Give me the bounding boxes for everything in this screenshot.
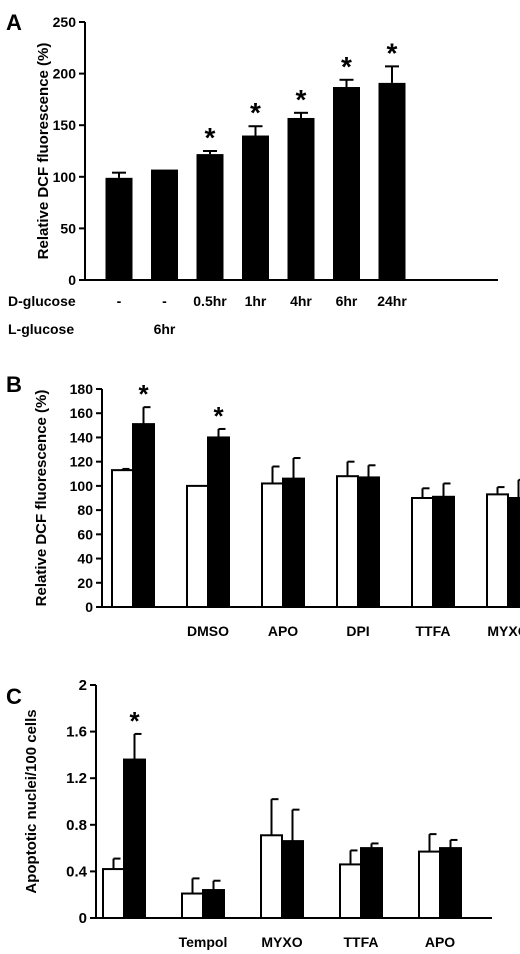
panel-a-bar bbox=[151, 169, 178, 280]
panel-c-open-bar bbox=[339, 863, 362, 919]
panel-a-significance-marker: * bbox=[205, 122, 216, 153]
panel-a-y-tick-label: 100 bbox=[53, 169, 77, 185]
panel-b-open-bar bbox=[186, 484, 209, 608]
panel-a-bar bbox=[242, 135, 269, 280]
panel-b-y-tick-label: 140 bbox=[70, 429, 94, 445]
panel-c-open-bar bbox=[418, 850, 441, 919]
panel-b-y-tick-label: 0 bbox=[85, 599, 93, 615]
panel-a-y-tick-label: 0 bbox=[68, 272, 76, 288]
panel-c-open-bar bbox=[181, 892, 204, 919]
panel-b-y-tick-label: 160 bbox=[70, 405, 94, 421]
panel-c-category-label: APO bbox=[425, 934, 455, 950]
panel-c-filled-bar bbox=[360, 847, 383, 919]
panel-a-significance-marker: * bbox=[341, 51, 352, 82]
panel-b-letter: B bbox=[6, 372, 22, 397]
panel-a-d-glucose-label: 1hr bbox=[245, 293, 267, 309]
panel-b-filled-bar bbox=[207, 436, 230, 609]
panel-c-significance-marker: * bbox=[129, 706, 140, 736]
panel-b-y-tick-label: 20 bbox=[77, 575, 93, 591]
panel-a-d-glucose-label: - bbox=[117, 293, 122, 309]
panel-b-y-tick-label: 80 bbox=[77, 502, 93, 518]
panel-c-letter: C bbox=[6, 684, 22, 709]
panel-c-y-tick-label: 0.8 bbox=[66, 817, 87, 834]
panel-b-filled-bar bbox=[432, 495, 455, 608]
panel-b-y-tick-label: 100 bbox=[70, 478, 94, 494]
panel-a-l-glucose-label: 6hr bbox=[154, 321, 176, 337]
panel-a-y-tick-label: 250 bbox=[53, 14, 77, 30]
panel-b-open-bar bbox=[411, 497, 434, 608]
panel-a-significance-marker: * bbox=[250, 97, 261, 128]
panel-c-y-axis-label: Apoptotic nuclei/100 cells bbox=[23, 709, 40, 893]
panel-a-d-glucose-label: 24hr bbox=[377, 293, 407, 309]
panel-b-category-label: DPI bbox=[346, 623, 369, 639]
panel-b-y-tick-label: 120 bbox=[70, 454, 94, 470]
panel-c-filled-bar bbox=[439, 847, 462, 919]
panel-b-significance-marker: * bbox=[138, 379, 149, 409]
panel-c-category-label: TTFA bbox=[344, 934, 379, 950]
panel-b-filled-bar bbox=[357, 476, 380, 608]
panel-a-significance-marker: * bbox=[387, 37, 398, 68]
panel-a-d-glucose-label: 0.5hr bbox=[193, 293, 227, 309]
panel-b-significance-marker: * bbox=[213, 401, 224, 431]
panel-a-y-tick-label: 200 bbox=[53, 66, 77, 82]
panel-a-bar bbox=[196, 154, 224, 280]
panel-a-y-axis-label: Relative DCF fluorescence (%) bbox=[35, 43, 52, 260]
panel-c-y-tick-label: 2 bbox=[79, 677, 87, 694]
panel-a-d-glucose-label: 6hr bbox=[336, 293, 358, 309]
panel-a-d-glucose-label: 4hr bbox=[290, 293, 312, 309]
panel-b-y-tick-label: 60 bbox=[77, 526, 93, 542]
panel-a-d-glucose-label: - bbox=[162, 293, 167, 309]
panel-c-y-tick-label: 1.2 bbox=[66, 770, 87, 787]
panel-c-category-label: MYXO bbox=[261, 934, 302, 950]
panel-b-y-axis-label: Relative DCF fluorescence (%) bbox=[33, 390, 50, 607]
panel-a-bar bbox=[333, 87, 360, 281]
panel-c-category-label: Tempol bbox=[179, 934, 228, 950]
panel-c-filled-bar bbox=[202, 889, 225, 919]
panel-b-category-label: MYXO bbox=[487, 623, 520, 639]
panel-b-open-bar bbox=[261, 482, 284, 609]
panel-c-y-tick-label: 1.6 bbox=[66, 724, 87, 741]
panel-a-bar bbox=[105, 177, 133, 280]
panel-a-row-label-d-glucose: D-glucose bbox=[8, 293, 76, 309]
panel-a-significance-marker: * bbox=[296, 84, 307, 115]
panel-a-y-tick-label: 150 bbox=[53, 117, 77, 133]
panel-a-bar bbox=[378, 82, 406, 280]
panel-b-y-tick-label: 40 bbox=[77, 551, 93, 567]
panel-a-y-tick-label: 50 bbox=[60, 220, 76, 236]
panel-c-filled-bar bbox=[123, 758, 146, 919]
panel-b-y-tick-label: 180 bbox=[70, 381, 94, 397]
panel-b-category-label: APO bbox=[268, 623, 298, 639]
panel-b-filled-bar bbox=[282, 477, 305, 608]
panel-a-bar bbox=[287, 117, 315, 280]
panel-b-open-bar bbox=[486, 493, 509, 608]
panel-b-category-label: TTFA bbox=[416, 623, 451, 639]
panel-b-filled-bar bbox=[132, 423, 155, 608]
panel-a-letter: A bbox=[6, 10, 22, 35]
panel-b-open-bar bbox=[336, 475, 359, 609]
panel-c-y-tick-label: 0.4 bbox=[66, 863, 88, 880]
panel-b-category-label: DMSO bbox=[187, 623, 229, 639]
panel-c-filled-bar bbox=[281, 840, 304, 919]
panel-c-y-tick-label: 0 bbox=[79, 910, 87, 927]
panel-a-row-label-l-glucose: L-glucose bbox=[8, 321, 74, 337]
panel-c-open-bar bbox=[260, 834, 283, 919]
panel-c-open-bar bbox=[102, 868, 125, 920]
panel-b-filled-bar bbox=[507, 497, 520, 608]
panel-b-open-bar bbox=[111, 469, 134, 608]
